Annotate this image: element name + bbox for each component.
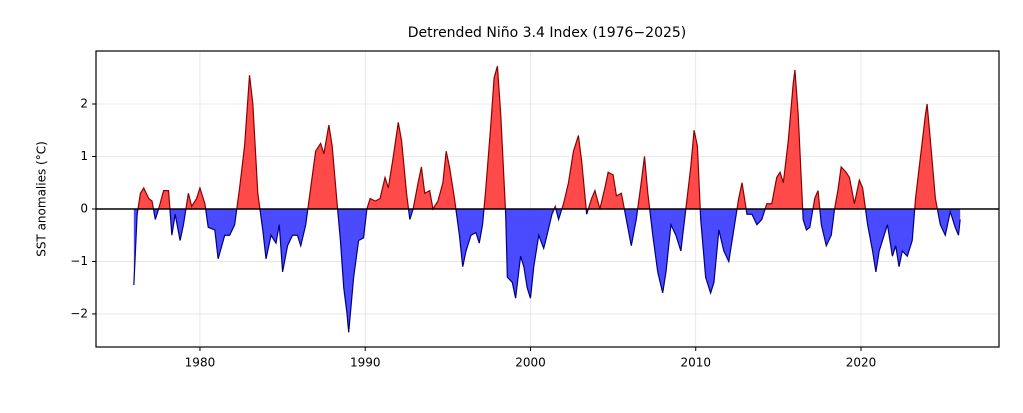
x-tick-label: 2010: [680, 356, 711, 370]
line-below: [133, 208, 961, 333]
y-tick-label: −1: [70, 254, 88, 268]
chart-title: Detrended Niño 3.4 Index (1976−2025): [408, 25, 687, 41]
plot-frame: [95, 50, 1000, 348]
x-tick-label: 1980: [185, 356, 216, 370]
y-tick-label: 0: [80, 201, 88, 215]
y-tick-label: −2: [70, 306, 88, 320]
x-tick-label: 2020: [846, 356, 877, 370]
y-tick-label: 2: [80, 97, 88, 111]
y-axis-label: SST anomalies (°C): [35, 141, 49, 257]
area-above: [137, 66, 938, 209]
y-tick-label: 1: [80, 149, 88, 163]
x-tick-label: 1990: [350, 356, 381, 370]
x-tick-label: 2000: [515, 356, 546, 370]
